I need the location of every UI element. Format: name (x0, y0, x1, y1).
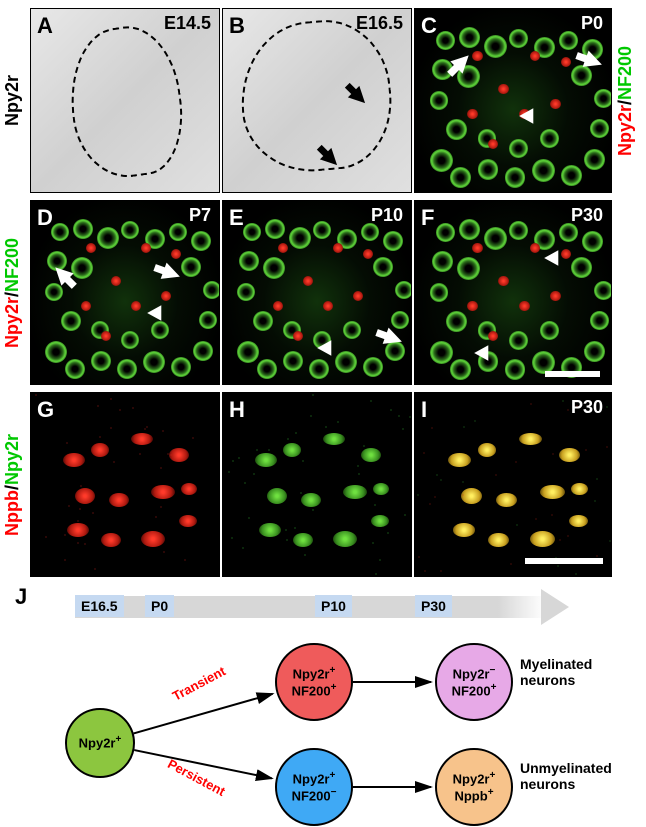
white-arrow (573, 44, 605, 76)
panel-label-J: J (15, 584, 27, 610)
panel-label-F: F (421, 205, 434, 231)
panel-label-G: G (37, 397, 54, 423)
white-arrowhead (540, 246, 564, 270)
panel-D: D P7 (30, 200, 220, 385)
white-arrowhead (313, 336, 337, 360)
panel-label-D: D (37, 205, 53, 231)
white-arrow (49, 261, 81, 293)
stage-label-B: E16.5 (356, 13, 403, 34)
panel-H: H (222, 392, 412, 577)
stage-label-F: P30 (571, 205, 603, 226)
white-arrowhead (515, 104, 539, 128)
side-label-row3_left: Nppb/Npy2r (2, 392, 23, 577)
panel-label-H: H (229, 397, 245, 423)
side-label-row1_left: Npy2r (2, 8, 23, 193)
white-arrowhead (143, 301, 167, 325)
panel-label-C: C (421, 13, 437, 39)
panel-I: I P30 (414, 392, 612, 577)
figure-root: Npy2r Npy2r/NF200 Npy2r/NF200 Nppb/Npy2r A E1… (0, 0, 646, 827)
panel-J: JE16.5P0P10P30Npy2r+Npy2r+NF200+Npy2r−NF… (15, 588, 631, 820)
panel-G: G (30, 392, 220, 577)
stage-label-D: P7 (189, 205, 211, 226)
panel-A: A E14.5 (30, 8, 220, 193)
side-label-row1_right: Npy2r/NF200 (615, 8, 636, 193)
panel-E: E P10 (222, 200, 412, 385)
panel-label-B: B (229, 13, 245, 39)
panel-label-E: E (229, 205, 244, 231)
panel-C: C P0 (414, 8, 612, 193)
stage-label-C: P0 (581, 13, 603, 34)
white-arrow (151, 256, 183, 288)
scalebar-I (525, 558, 603, 564)
panel-label-A: A (37, 13, 53, 39)
scalebar-F (545, 371, 600, 377)
panel-B: B E16.5 (222, 8, 412, 193)
stage-label-I: P30 (571, 397, 603, 418)
side-label-row2_left: Npy2r/NF200 (2, 200, 23, 385)
panel-F: F P30 (414, 200, 612, 385)
stage-label-A: E14.5 (164, 13, 211, 34)
white-arrowhead (470, 341, 494, 365)
stage-label-E: P10 (371, 205, 403, 226)
white-arrow (443, 49, 475, 81)
white-arrow (373, 321, 405, 353)
dashed-outline-A (61, 20, 191, 184)
panel-label-I: I (421, 397, 427, 423)
black-arrow (313, 141, 343, 171)
black-arrow (341, 79, 371, 109)
